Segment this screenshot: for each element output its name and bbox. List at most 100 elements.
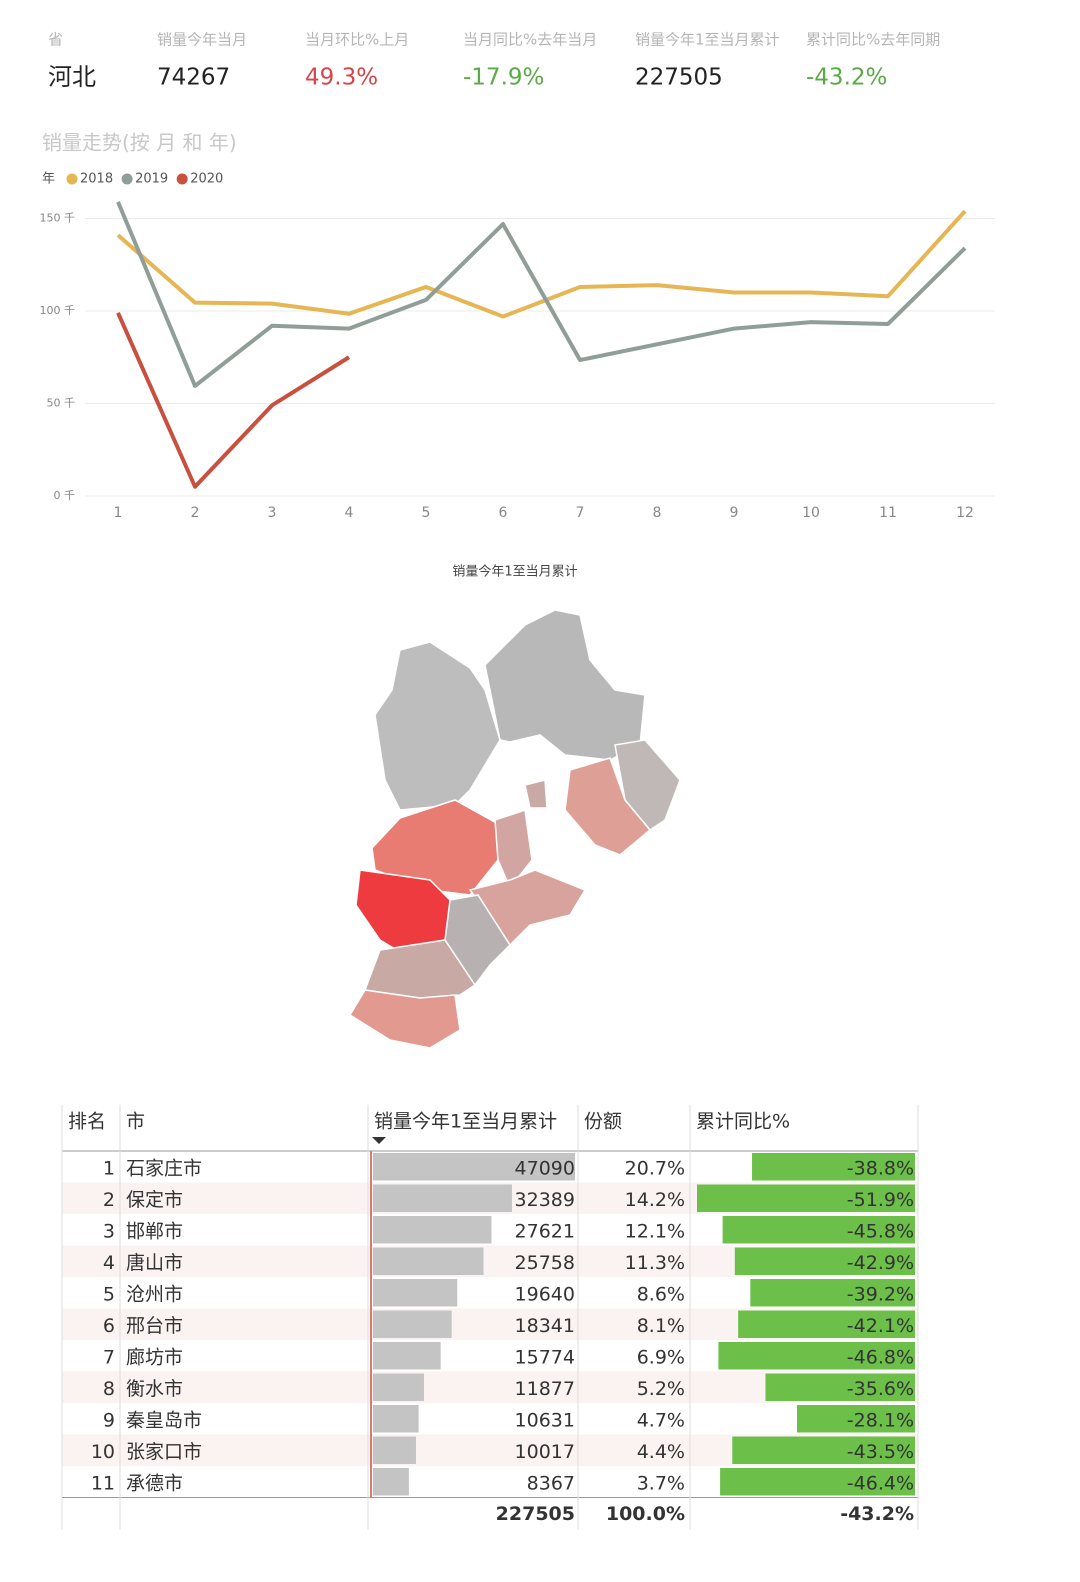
rank: 5 (103, 1283, 115, 1305)
share: 12.1% (625, 1220, 685, 1242)
city: 衡水市 (126, 1378, 183, 1400)
yoy: -42.9% (847, 1252, 914, 1274)
city: 邢台市 (126, 1315, 183, 1337)
legend-title: 年 (42, 172, 55, 187)
yoy-bar (697, 1184, 915, 1212)
sales: 32389 (515, 1189, 575, 1211)
sales-bar (373, 1405, 419, 1433)
yoy-bar (734, 1247, 915, 1275)
yoy-bar (750, 1279, 915, 1307)
map-title: 销量今年1至当月累计 (452, 564, 577, 580)
region (484, 609, 646, 761)
x-tick-label: 10 (802, 505, 820, 521)
rank: 2 (103, 1189, 115, 1211)
share: 5.2% (637, 1378, 685, 1400)
x-tick-label: 11 (879, 505, 897, 521)
share: 4.7% (637, 1409, 685, 1431)
share: 8.1% (637, 1315, 685, 1337)
rank: 10 (91, 1441, 115, 1463)
yoy-bar (752, 1153, 915, 1181)
city: 保定市 (126, 1189, 183, 1211)
sales: 47090 (515, 1157, 575, 1179)
share: 8.6% (637, 1283, 685, 1305)
kpi-value: -17.9% (463, 65, 544, 91)
region (371, 799, 501, 896)
sort-indicator (372, 1137, 386, 1144)
total-share: 100.0% (606, 1503, 685, 1525)
region (348, 989, 461, 1049)
rank: 6 (103, 1315, 115, 1337)
kpi-label: 省 (48, 31, 63, 49)
kpi-label: 累计同比%去年同期 (806, 31, 940, 49)
city: 邯郸市 (126, 1220, 183, 1242)
sales: 18341 (515, 1315, 575, 1337)
yoy: -45.8% (847, 1220, 914, 1242)
city: 承德市 (126, 1472, 183, 1494)
yoy-bar (765, 1373, 915, 1401)
share: 4.4% (637, 1441, 685, 1463)
sales-bar (373, 1342, 441, 1370)
sales-bar (373, 1310, 452, 1338)
kpi-value: 74267 (157, 65, 230, 91)
sales: 10017 (515, 1441, 575, 1463)
total-sales: 227505 (496, 1503, 575, 1525)
sales-bar (373, 1184, 512, 1212)
sales: 25758 (515, 1252, 575, 1274)
map (348, 609, 681, 1049)
x-tick-label: 2 (191, 505, 200, 521)
yoy: -28.1% (847, 1409, 914, 1431)
y-tick-label: 50 千 (47, 397, 76, 410)
sales-bar (373, 1436, 416, 1464)
table-header: 市 (126, 1111, 145, 1133)
sales: 15774 (515, 1346, 575, 1368)
x-tick-label: 6 (499, 505, 508, 521)
rank: 11 (91, 1472, 115, 1494)
share: 14.2% (625, 1189, 685, 1211)
rank: 8 (103, 1378, 115, 1400)
x-tick-label: 5 (422, 505, 431, 521)
chart-title: 销量走势(按 月 和 年) (42, 131, 237, 155)
rank: 9 (103, 1409, 115, 1431)
rank: 4 (103, 1252, 115, 1274)
line-series (116, 209, 967, 319)
y-tick-label: 100 千 (40, 304, 76, 317)
city: 廊坊市 (126, 1346, 183, 1368)
kpi-value: 49.3% (305, 65, 378, 91)
y-tick-label: 150 千 (40, 212, 76, 225)
yoy-bar (796, 1405, 915, 1433)
sales: 19640 (515, 1283, 575, 1305)
yoy: -46.8% (847, 1346, 914, 1368)
city: 张家口市 (126, 1441, 202, 1463)
line-series (116, 201, 967, 388)
city: 石家庄市 (126, 1157, 202, 1179)
legend-label: 2020 (190, 172, 223, 187)
x-tick-label: 7 (576, 505, 585, 521)
city: 沧州市 (126, 1283, 183, 1305)
kpi-label: 当月同比%去年当月 (463, 31, 597, 49)
x-tick-label: 3 (268, 505, 277, 521)
sales-bar (373, 1373, 424, 1401)
table-header: 销量今年1至当月累计 (374, 1111, 557, 1133)
yoy-bar (718, 1342, 915, 1370)
x-tick-label: 1 (114, 505, 123, 521)
legend-marker (176, 173, 188, 185)
kpi-value: 河北 (48, 63, 96, 91)
sales: 8367 (527, 1472, 575, 1494)
region (494, 809, 533, 890)
kpi-value: 227505 (635, 65, 723, 91)
rank: 1 (103, 1157, 115, 1179)
legend-label: 2019 (135, 172, 168, 187)
legend-marker (66, 173, 78, 185)
yoy: -38.8% (847, 1157, 914, 1179)
share: 3.7% (637, 1472, 685, 1494)
kpi-label: 当月环比%上月 (305, 31, 409, 49)
sales-bar (373, 1247, 484, 1275)
rank: 3 (103, 1220, 115, 1242)
sales: 11877 (515, 1378, 575, 1400)
yoy: -46.4% (847, 1472, 914, 1494)
legend-marker (121, 173, 133, 185)
x-tick-label: 12 (956, 505, 974, 521)
total-yoy: -43.2% (840, 1503, 914, 1525)
yoy-bar (722, 1216, 915, 1244)
